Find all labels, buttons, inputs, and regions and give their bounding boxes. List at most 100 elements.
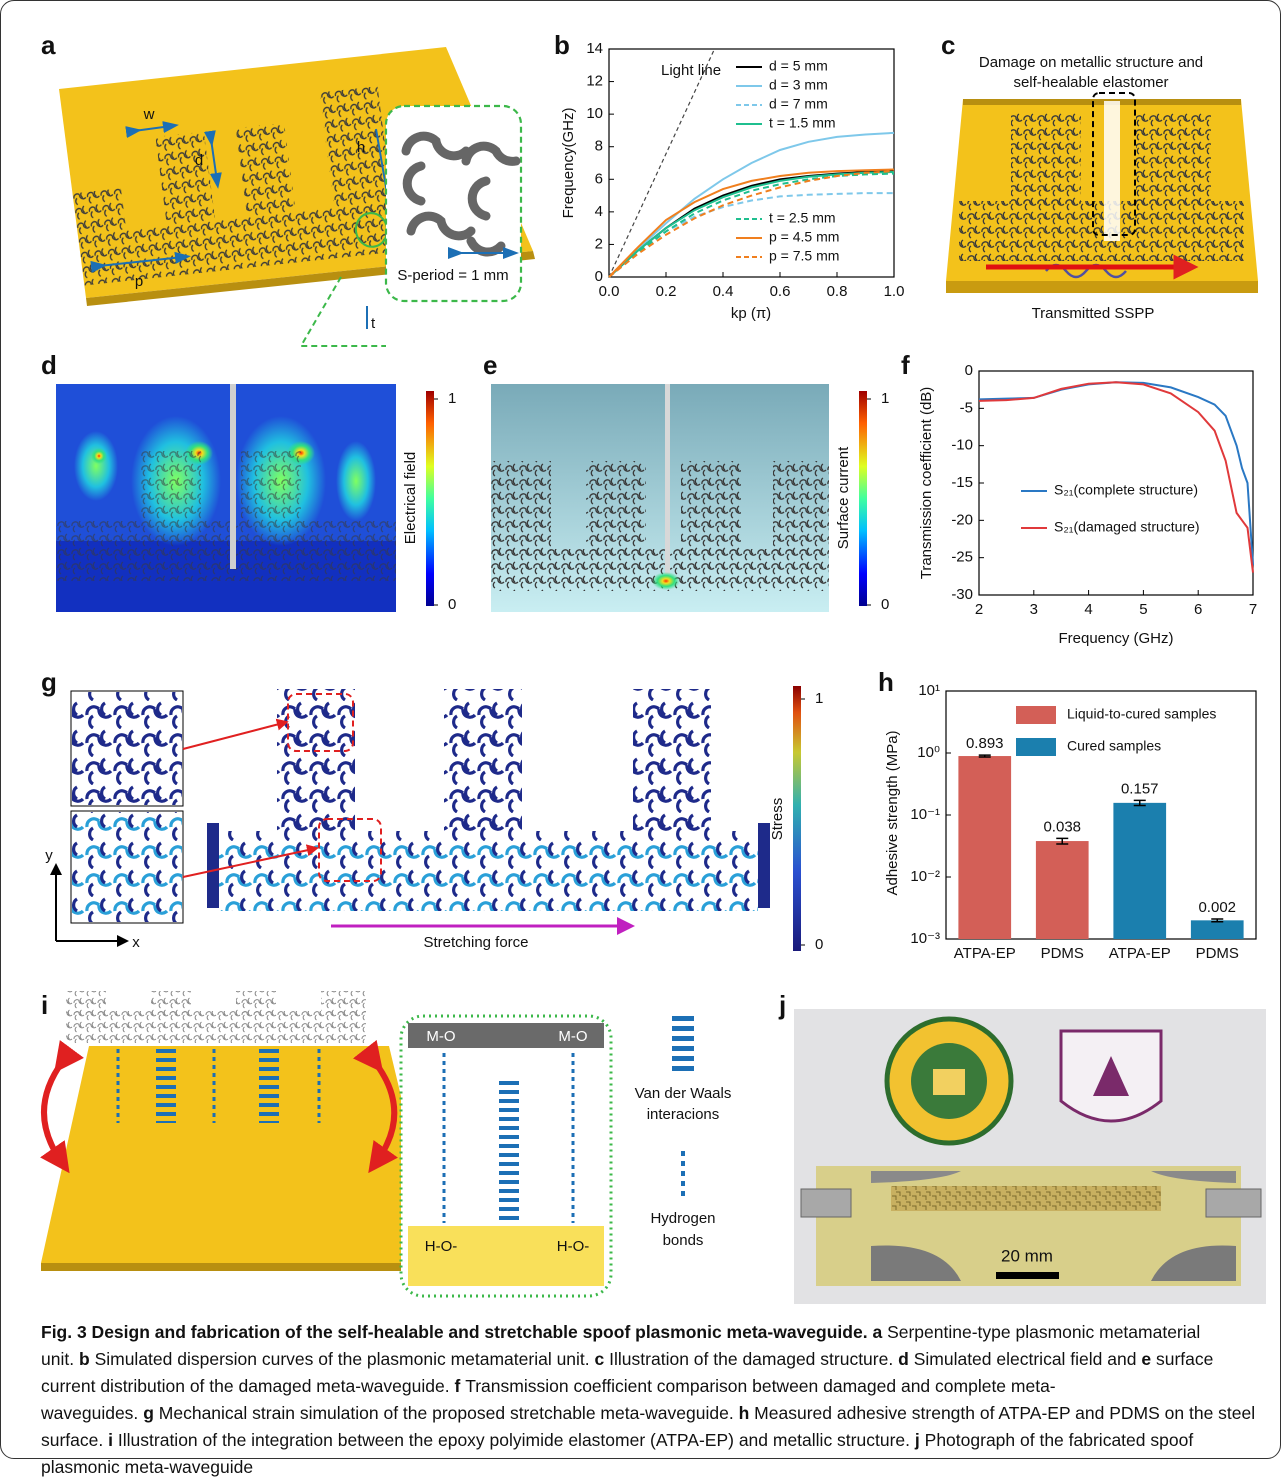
illustration-shape [408,1226,604,1286]
dim-label: w [143,106,155,123]
caption-letter: g [143,1403,154,1423]
colorbar-tick-label: 0 [448,596,456,613]
legend-label: interacions [647,1106,720,1123]
y-tick-label: 0 [595,268,603,285]
illustration-shape [336,441,376,521]
legend-label: S₂₁(damaged structure) [1054,519,1200,535]
dim-label: d [195,152,203,169]
illustration-shape [219,831,758,911]
illustration-shape [1011,113,1081,203]
illustration-shape [151,991,191,1013]
illustration-shape [444,689,522,831]
value-label: 0.893 [966,735,1004,752]
y-tick-label: 10⁻³ [910,930,940,947]
x-tick-label: 0.8 [827,283,848,300]
caption-letter: c [595,1349,605,1369]
caption-letter: i [108,1430,113,1450]
y-tick-label: 12 [586,73,603,90]
current-map [491,384,867,612]
illustration-shape [207,823,219,908]
illustration-shape [491,461,551,551]
series-line [979,382,1253,572]
x-tick-label: 1.0 [884,283,905,300]
illustration-shape [801,1189,851,1217]
illustration-shape [633,689,711,831]
caption-text: Simulated electrical field and [914,1349,1137,1369]
panel-letter: a [41,30,56,60]
illustration-shape [41,1263,441,1271]
caption: Fig. 3 Design and fabrication of the sel… [41,1319,1256,1481]
value-label: 0.038 [1043,818,1081,835]
value-label: 0.157 [1121,780,1159,797]
illustration-shape [74,431,118,501]
bottom-label: Transmitted SSPP [1032,305,1155,322]
caption-letter: a [872,1322,882,1342]
y-tick-label: 10¹ [918,682,940,699]
caption-letter: h [739,1403,750,1423]
y-tick-label: -25 [951,549,973,566]
annotation: Light line [661,62,721,79]
panel-letter: i [41,990,48,1020]
illustration-shape [859,391,867,606]
y-tick-label: -15 [951,474,973,491]
illustration-shape [933,1069,965,1095]
illustration-shape [959,201,1244,261]
y-tick-label: 10⁰ [917,744,940,761]
illustration-shape [72,692,182,805]
series-line [979,382,1253,565]
light-line [609,49,715,277]
illustration-shape [141,451,201,521]
caption-text: Simulated dispersion curves of the plasm… [95,1349,590,1369]
panel-letter: d [41,350,57,380]
legend-label: Van der Waals [635,1085,732,1102]
x-tick-label: 6 [1194,601,1202,618]
x-axis-label: Frequency (GHz) [1058,630,1173,647]
y-tick-label: 10 [586,105,603,122]
legend-label: d = 5 mm [769,58,828,74]
legend-swatch [1016,738,1056,756]
illustration-shape [426,391,434,606]
panel-title: self-healable elastomer [1013,74,1168,91]
panel-letter: e [483,350,497,380]
x-axis-label: kp (π) [731,305,771,322]
dim-label: h [357,139,365,156]
illustration-shape [56,521,396,581]
y-tick-label: 10⁻¹ [910,806,940,823]
y-tick-label: 10⁻² [910,868,940,885]
axis-name: y [45,847,53,864]
legend-label: t = 2.5 mm [769,210,836,226]
y-tick-label: 0 [965,362,973,379]
legend-label: p = 7.5 mm [769,248,839,264]
y-tick-label: 6 [595,170,603,187]
x-tick-label: ATPA-EP [954,945,1016,962]
legend-label: t = 1.5 mm [769,115,836,131]
panel-letter: c [941,30,955,60]
caption-text: Mechanical strain simulation of the prop… [159,1403,734,1423]
colorbar-tick-label: 1 [881,390,889,407]
caption-title: Fig. 3 Design and fabrication of the sel… [41,1322,868,1342]
illustration-shape [963,99,1241,105]
legend-label: p = 4.5 mm [769,229,839,245]
illustration-shape [793,686,801,951]
illustration-shape [586,461,646,551]
illustration-shape [996,1272,1059,1279]
x-tick-label: PDMS [1196,945,1239,962]
caption-letter: d [898,1349,909,1369]
illustration-shape [72,812,182,922]
bond-label: H-O- [557,1238,590,1255]
y-axis-label: Frequency(GHz) [560,108,577,219]
illustration-shape [1104,101,1120,241]
legend-swatch [1016,706,1056,724]
legend-label: S₂₁(complete structure) [1054,482,1198,498]
illustration-shape [652,572,680,590]
dim-label: p [135,273,143,290]
colorbar-tick-label: 1 [448,390,456,407]
panel-letter: f [901,350,910,380]
x-tick-label: 2 [975,601,983,618]
y-tick-label: 4 [595,203,603,220]
illustration-shape [91,448,107,464]
y-axis-label: Transmission coefficient (dB) [918,387,935,580]
legend-label: d = 7 mm [769,96,828,112]
illustration-shape [891,1186,1161,1211]
